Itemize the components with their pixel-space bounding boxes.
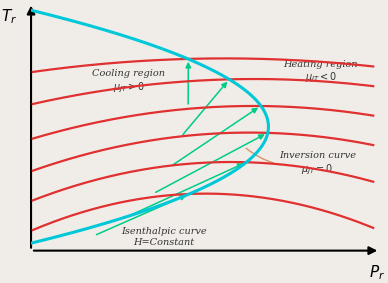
Text: Isenthalpic curve
H=Constant: Isenthalpic curve H=Constant <box>121 227 206 247</box>
Text: $\boldsymbol{P_r}$: $\boldsymbol{P_r}$ <box>369 263 385 282</box>
Text: Cooling region
$\mu_{JT}>0$: Cooling region $\mu_{JT}>0$ <box>92 69 165 95</box>
Text: $\boldsymbol{T_r}$: $\boldsymbol{T_r}$ <box>1 8 17 26</box>
Text: Heating region
$\mu_{JT}<0$: Heating region $\mu_{JT}<0$ <box>284 59 358 85</box>
Text: Inversion curve
$\mu_{JT}=0$: Inversion curve $\mu_{JT}=0$ <box>246 148 356 177</box>
